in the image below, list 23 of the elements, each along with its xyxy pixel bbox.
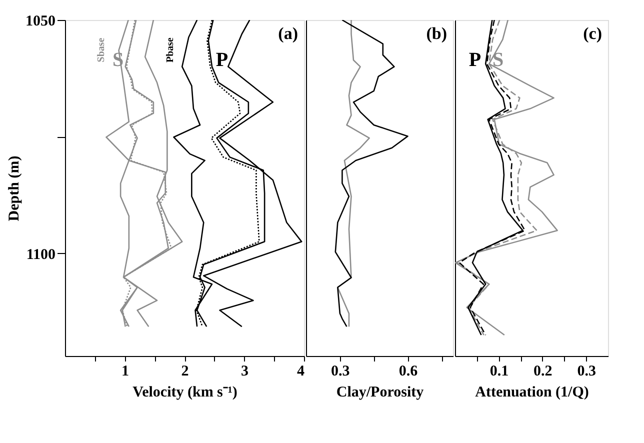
x-tick-label: 0.6 xyxy=(398,364,418,380)
x-tick-label: 0.3 xyxy=(577,364,596,380)
annotation: S xyxy=(492,49,504,71)
x-tick-label: 0.1 xyxy=(490,364,509,380)
annotation: Sbase xyxy=(96,37,107,62)
y-tick-label: 1100 xyxy=(26,246,56,263)
x-tick-label: 2 xyxy=(181,364,189,380)
x-tick-label: 0.2 xyxy=(534,364,552,380)
y-tick-label: 1050 xyxy=(26,14,56,30)
x-tick-label: 4 xyxy=(297,364,305,380)
annotation: (a) xyxy=(278,24,298,43)
x-axis-title: Clay/Porosity xyxy=(336,384,424,400)
y-axis-title: Depth (m) xyxy=(6,156,22,222)
x-tick-label: 0.3 xyxy=(331,364,350,380)
annotation: (c) xyxy=(583,24,602,43)
annotation: (b) xyxy=(426,24,447,43)
annotation: Pbase xyxy=(165,36,176,62)
annotation: P xyxy=(216,49,228,71)
annotation: P xyxy=(468,49,482,71)
x-tick-label: 3 xyxy=(241,364,248,380)
x-axis-title: Velocity (km s⁻¹) xyxy=(132,384,238,400)
x-axis-title: Attenuation (1/Q) xyxy=(475,384,589,400)
x-tick-label: 1 xyxy=(122,364,129,380)
